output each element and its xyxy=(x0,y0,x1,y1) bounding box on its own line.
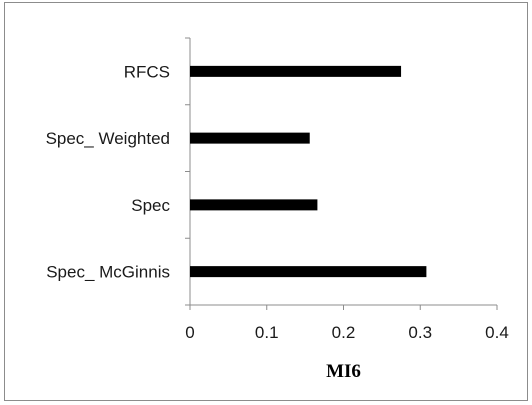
category-label: Spec xyxy=(131,196,170,215)
bar-spec-mcginnis xyxy=(190,266,427,278)
axes xyxy=(189,38,497,306)
bar-spec xyxy=(190,199,318,211)
bar-spec-weighted xyxy=(190,132,310,144)
category-label: RFCS xyxy=(124,62,170,81)
category-label: Spec_ Weighted xyxy=(46,129,170,148)
bars xyxy=(190,65,427,278)
x-tick-label: 0.1 xyxy=(255,323,279,342)
bar-rfcs xyxy=(190,65,402,77)
x-tick-label: 0 xyxy=(185,323,194,342)
x-axis-ticks: 0 0.1 0.2 0.3 0.4 xyxy=(185,37,509,342)
category-labels: RFCS Spec_ Weighted Spec Spec_ McGinnis xyxy=(46,62,171,281)
x-tick-label: 0.2 xyxy=(332,323,356,342)
category-label: Spec_ McGinnis xyxy=(46,263,170,282)
x-axis-title: MI6 xyxy=(326,361,361,382)
x-tick-label: 0.4 xyxy=(485,323,509,342)
x-tick-label: 0.3 xyxy=(408,323,432,342)
